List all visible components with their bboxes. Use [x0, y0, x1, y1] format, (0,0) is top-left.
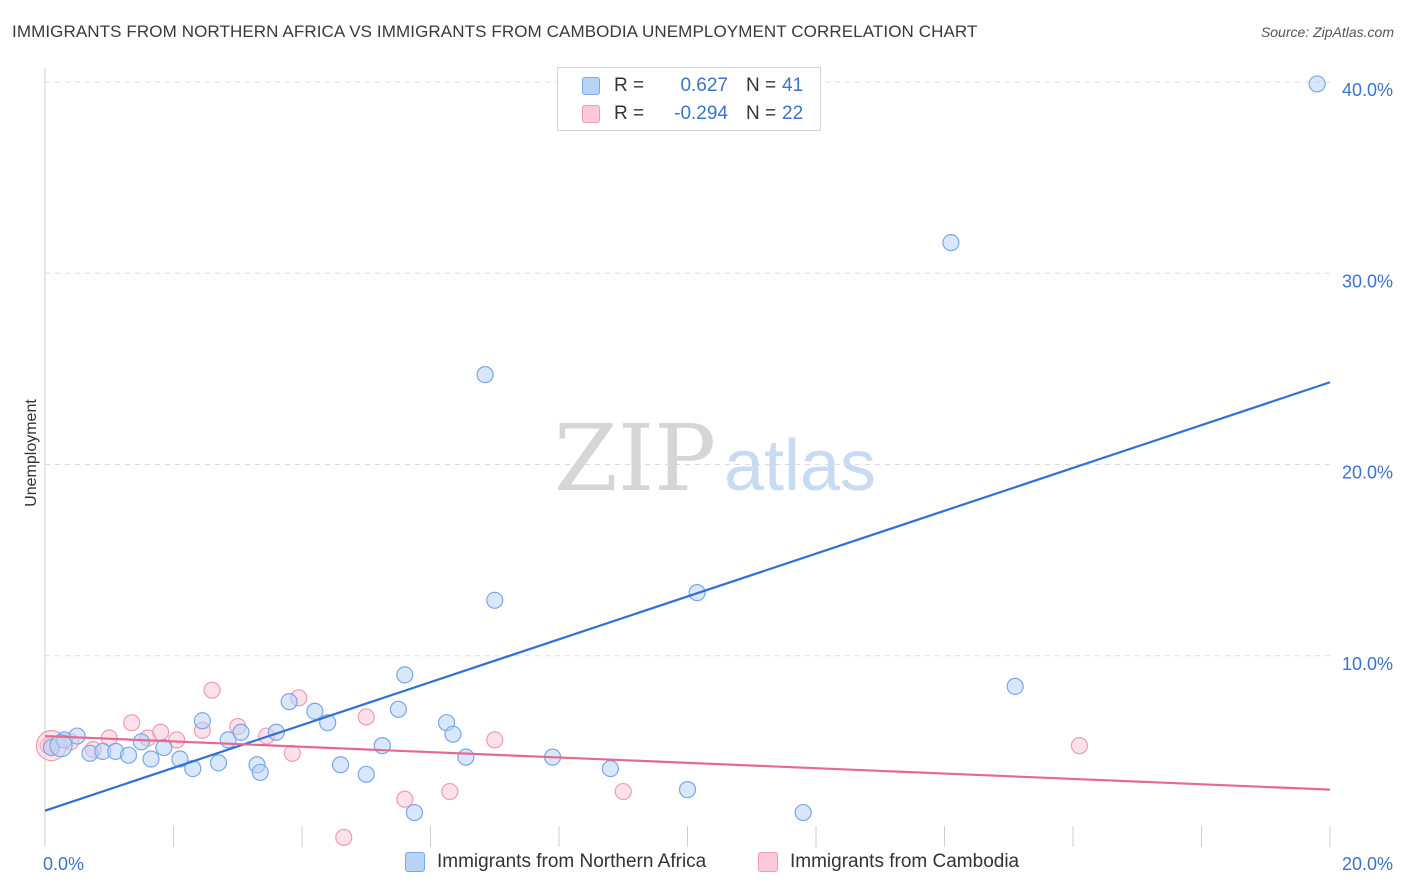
point-cambodia: [1070, 737, 1089, 755]
source-label: Source: ZipAtlas.com: [1260, 24, 1394, 40]
grid-lines: [45, 81, 1330, 657]
point-northern-africa: [357, 765, 375, 783]
point-northern-africa: [942, 234, 960, 252]
point-cambodia: [203, 681, 221, 699]
point-northern-africa-cluster: [49, 734, 73, 758]
chart-title: IMMIGRANTS FROM NORTHERN AFRICA VS IMMIG…: [12, 22, 978, 41]
point-northern-africa: [142, 750, 160, 768]
point-northern-africa: [405, 803, 424, 822]
watermark: ZIP atlas: [554, 405, 876, 512]
point-northern-africa: [601, 759, 620, 778]
point-cambodia: [486, 731, 504, 749]
legend-r-label: R =: [614, 103, 645, 124]
point-northern-africa: [171, 750, 189, 768]
y-tick-label: 30.0%: [1342, 271, 1393, 291]
trend-lines: [44, 381, 1331, 812]
tick-labels: 10.0% 20.0% 30.0% 40.0% 0.0% 20.0%: [43, 80, 1393, 874]
point-northern-africa: [155, 738, 173, 757]
legend-swatch-blue: [405, 852, 425, 872]
point-northern-africa: [251, 763, 269, 782]
point-northern-africa: [678, 781, 697, 799]
series-legend: Immigrants from Northern Africa Immigran…: [0, 851, 1406, 877]
trend-line-northern-africa: [44, 381, 1331, 812]
legend-row-cambodia: R = -0.294 N = 22: [582, 102, 803, 126]
watermark-atlas: atlas: [724, 426, 876, 506]
legend-item-northern-africa[interactable]: Immigrants from Northern Africa: [405, 851, 706, 873]
point-northern-africa: [209, 754, 228, 772]
point-cambodia: [335, 828, 353, 847]
point-northern-africa: [132, 733, 150, 751]
legend-n-label: N =: [746, 75, 777, 96]
legend-r-value: 0.627: [680, 75, 728, 96]
point-cambodia: [357, 708, 375, 726]
point-northern-africa: [389, 700, 407, 718]
y-axis-label: Unemployment: [23, 399, 40, 507]
legend-swatch-pink: [758, 852, 778, 872]
legend-n-value: 22: [782, 103, 804, 124]
point-cambodia: [441, 782, 459, 801]
y-tick-label: 10.0%: [1342, 654, 1393, 674]
legend-n-label: N =: [746, 103, 777, 124]
legend-row-northern-africa: R = 0.627 N = 41: [582, 74, 803, 98]
point-northern-africa: [476, 366, 494, 384]
legend-r-value: -0.294: [674, 103, 728, 124]
legend-label-northern-africa: Immigrants from Northern Africa: [437, 851, 707, 872]
x-tick-label: 0.0%: [43, 854, 84, 874]
point-cambodia: [152, 723, 170, 741]
point-northern-africa: [1006, 677, 1024, 695]
axes: [44, 68, 1331, 847]
point-cambodia: [123, 714, 141, 732]
legend-swatch-pink: [582, 105, 600, 123]
point-cambodia: [614, 782, 632, 801]
legend-label-cambodia: Immigrants from Cambodia: [790, 851, 1020, 872]
point-cambodia: [396, 790, 414, 808]
trend-line-cambodia: [44, 734, 1331, 791]
point-northern-africa: [444, 725, 462, 743]
correlation-legend: R = 0.627 N = 41 R = -0.294 N = 22: [557, 67, 821, 131]
legend-r-label: R =: [614, 75, 645, 96]
point-northern-africa: [267, 723, 285, 741]
point-northern-africa: [280, 693, 298, 711]
point-northern-africa: [331, 756, 350, 774]
legend-n-value: 41: [782, 75, 804, 96]
y-tick-label: 40.0%: [1342, 80, 1393, 100]
point-northern-africa: [457, 748, 475, 766]
point-cambodia: [168, 731, 186, 749]
point-northern-africa: [794, 803, 812, 822]
legend-item-cambodia[interactable]: Immigrants from Cambodia: [758, 851, 1019, 873]
point-northern-africa: [396, 666, 414, 684]
point-northern-africa: [306, 702, 324, 720]
y-tick-label: 20.0%: [1342, 463, 1393, 483]
watermark-zip: ZIP: [554, 405, 716, 512]
legend-swatch-blue: [582, 77, 600, 95]
point-northern-africa: [486, 591, 504, 609]
point-northern-africa: [193, 712, 212, 730]
point-northern-africa: [232, 723, 250, 741]
series-northern-africa-points: [42, 75, 1326, 822]
x-tick-label: 20.0%: [1342, 854, 1393, 874]
point-northern-africa: [119, 746, 138, 764]
point-northern-africa: [1308, 75, 1326, 93]
